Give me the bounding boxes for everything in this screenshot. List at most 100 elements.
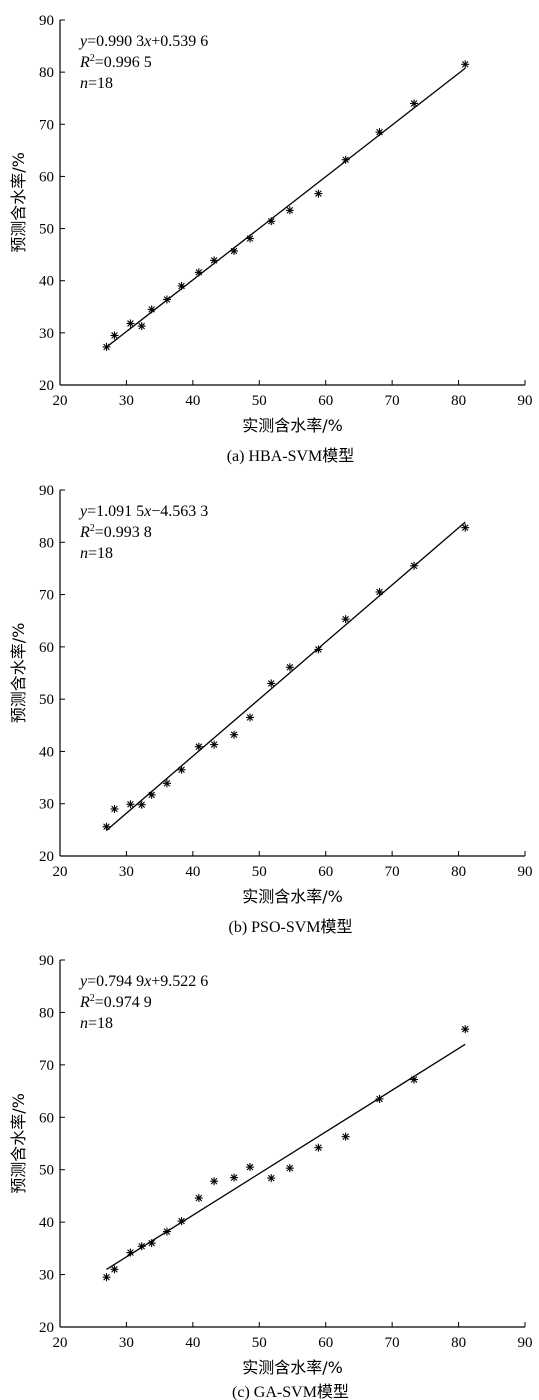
- data-point: [410, 561, 419, 570]
- data-point: [210, 1177, 219, 1186]
- data-point: [110, 331, 119, 340]
- data-point: [126, 1248, 135, 1257]
- y-tick-label: 90: [39, 953, 54, 969]
- data-point: [102, 822, 111, 831]
- data-point: [147, 790, 156, 799]
- data-point: [147, 305, 156, 314]
- data-point: [461, 60, 470, 69]
- y-tick-label: 40: [39, 744, 54, 760]
- y-tick-label: 40: [39, 1215, 54, 1231]
- x-tick-label: 50: [252, 864, 267, 880]
- y-tick-label: 70: [39, 588, 54, 604]
- data-point: [410, 1075, 419, 1084]
- data-point: [177, 1217, 186, 1226]
- data-point: [245, 234, 254, 243]
- data-point: [102, 342, 111, 351]
- y-tick-label: 70: [39, 117, 54, 133]
- data-point: [341, 615, 350, 624]
- data-point: [147, 1239, 156, 1248]
- x-tick-label: 90: [518, 1335, 533, 1351]
- data-point: [177, 765, 186, 774]
- x-tick-label: 20: [53, 393, 68, 409]
- data-point: [162, 295, 171, 304]
- data-point: [461, 523, 470, 532]
- x-tick-label: 80: [451, 393, 466, 409]
- x-tick-label: 70: [385, 864, 400, 880]
- y-tick-label: 20: [39, 378, 54, 394]
- data-point: [137, 1242, 146, 1251]
- data-point: [314, 189, 323, 198]
- equation-label: y=0.990 3x+0.539 6: [78, 33, 208, 50]
- y-tick-label: 20: [39, 1320, 54, 1336]
- data-point: [194, 1194, 203, 1203]
- y-tick-label: 60: [39, 1110, 54, 1126]
- panel-b: 20 30 40 50 60 70 80 90 20 30 40 50 60 70 80 90 实测含水率/% 预…: [9, 483, 533, 936]
- equation-label: y=1.091 5x−4.563 3: [78, 503, 208, 520]
- x-tick-label: 20: [53, 1335, 68, 1351]
- y-tick-label: 80: [39, 1005, 54, 1021]
- data-point: [230, 1173, 239, 1182]
- y-tick-label: 60: [39, 640, 54, 656]
- y-axis-title: 预测含水率/%: [9, 623, 28, 724]
- x-tick-label: 30: [119, 864, 134, 880]
- sample-size-label: n=18: [80, 75, 113, 92]
- data-point: [230, 246, 239, 255]
- y-tick-label: 40: [39, 274, 54, 290]
- data-point: [126, 319, 135, 328]
- y-tick-label: 50: [39, 222, 54, 238]
- y-tick-label: 70: [39, 1058, 54, 1074]
- x-axis-title: 实测含水率/%: [242, 416, 343, 435]
- data-point: [375, 1094, 384, 1103]
- data-point: [102, 1273, 111, 1282]
- x-axis-title: 实测含水率/%: [242, 1358, 343, 1377]
- x-tick-label: 80: [451, 1335, 466, 1351]
- data-point: [110, 804, 119, 813]
- data-point: [314, 645, 323, 654]
- data-point: [267, 679, 276, 688]
- y-tick-label: 30: [39, 1268, 54, 1284]
- x-tick-label: 40: [185, 864, 200, 880]
- y-tick-label: 20: [39, 849, 54, 865]
- x-tick-label: 70: [385, 393, 400, 409]
- data-point: [314, 1143, 323, 1152]
- x-tick-label: 80: [451, 864, 466, 880]
- x-tick-label: 60: [318, 1335, 333, 1351]
- x-tick-label: 50: [252, 393, 267, 409]
- panel-c: 20 30 40 50 60 70 80 90 20 30 40 50 60 70 80 90 实测含水率/% 预…: [9, 953, 533, 1400]
- fit-line: [106, 67, 466, 348]
- x-tick-label: 90: [518, 393, 533, 409]
- data-point: [375, 587, 384, 596]
- y-axis-title: 预测含水率/%: [9, 152, 28, 253]
- x-tick-label: 40: [185, 393, 200, 409]
- data-point: [137, 322, 146, 331]
- r-squared-label: R2=0.996 5: [79, 53, 152, 71]
- y-tick-label: 30: [39, 326, 54, 342]
- y-tick-label: 30: [39, 797, 54, 813]
- y-tick-label: 80: [39, 65, 54, 81]
- y-tick-label: 60: [39, 169, 54, 185]
- data-point: [341, 155, 350, 164]
- equation-label: y=0.794 9x+9.522 6: [78, 973, 208, 990]
- panel-caption: (b) PSO-SVM模型: [228, 918, 352, 936]
- data-point: [230, 730, 239, 739]
- data-point: [341, 1132, 350, 1141]
- data-point: [245, 713, 254, 722]
- data-point: [245, 1163, 254, 1172]
- x-tick-label: 40: [185, 1335, 200, 1351]
- r-squared-label: R2=0.993 8: [79, 523, 152, 541]
- data-point: [194, 742, 203, 751]
- panel-a: 20 30 40 50 60 70 80 90 20 30 40 50 60 70 80 90 实测含水率/% 预…: [9, 13, 533, 465]
- data-point: [375, 128, 384, 137]
- data-point: [410, 99, 419, 108]
- data-point: [210, 256, 219, 265]
- y-tick-label: 90: [39, 13, 54, 29]
- x-tick-label: 60: [318, 864, 333, 880]
- data-point: [162, 779, 171, 788]
- x-tick-label: 30: [119, 393, 134, 409]
- y-tick-label: 50: [39, 692, 54, 708]
- y-tick-label: 90: [39, 483, 54, 499]
- data-point: [162, 1227, 171, 1236]
- data-point: [267, 1174, 276, 1183]
- x-tick-label: 20: [53, 864, 68, 880]
